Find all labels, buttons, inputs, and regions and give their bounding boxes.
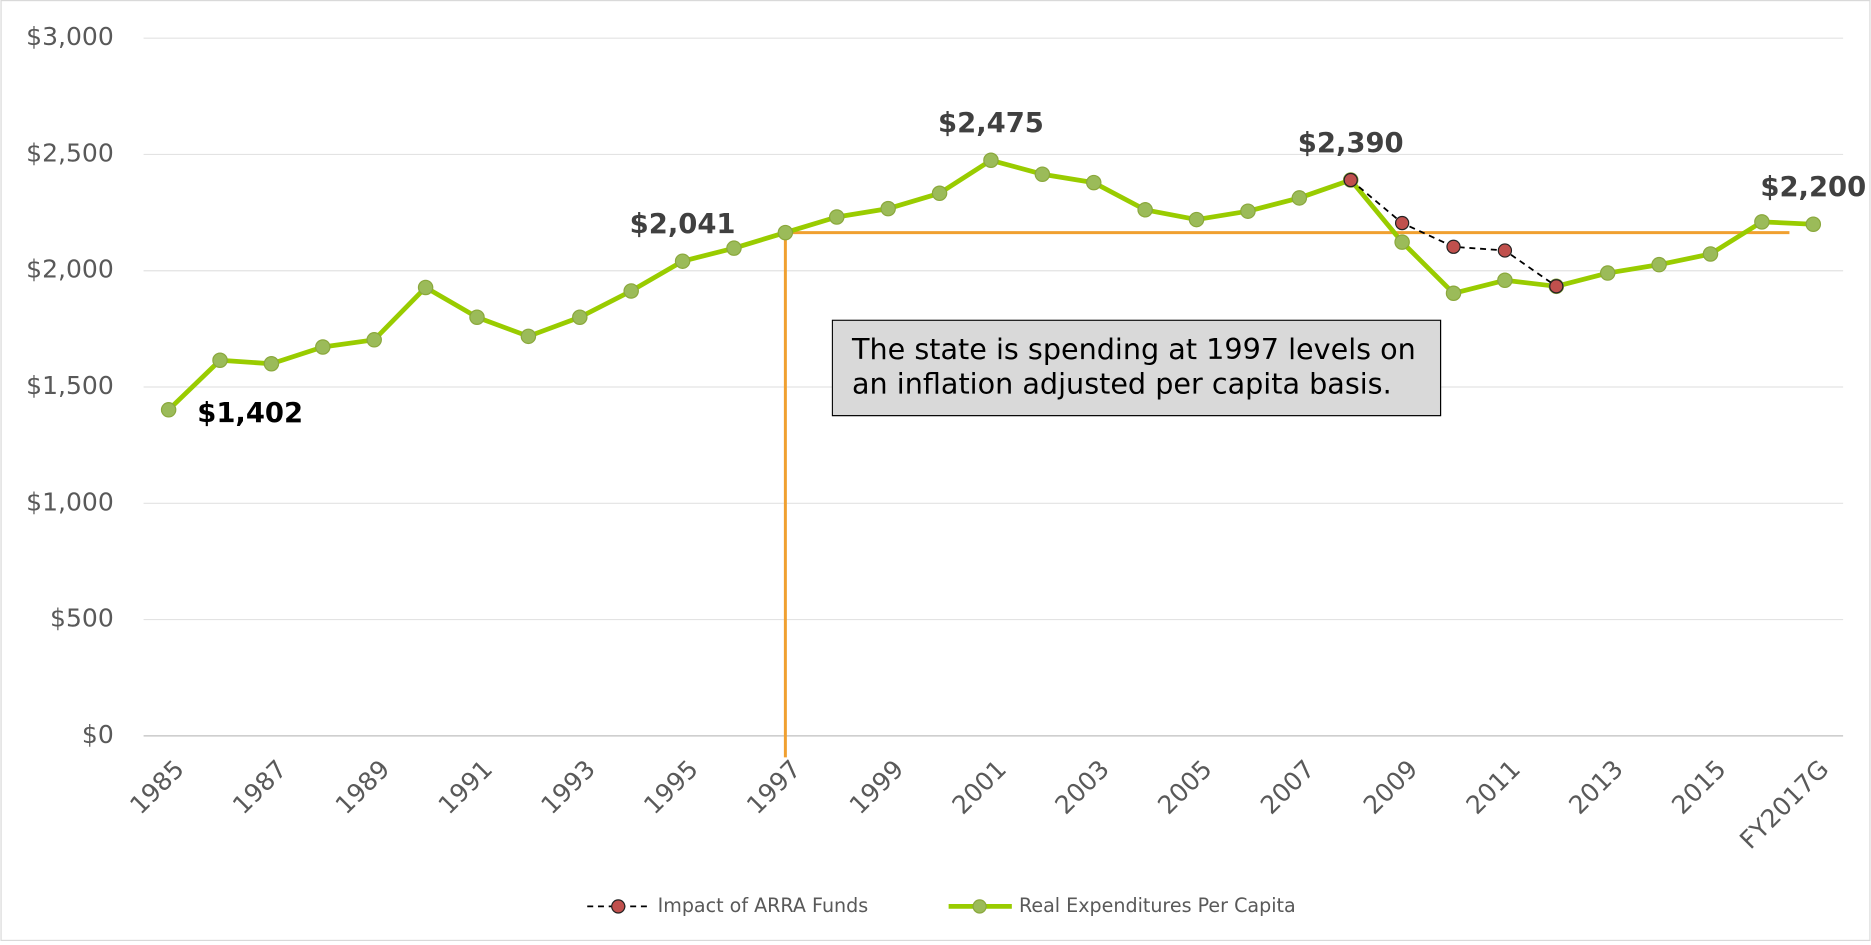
marker (829, 209, 845, 225)
annotation: The state is spending at 1997 levels on … (831, 319, 1442, 417)
y-tick-label: $1,500 (26, 371, 114, 400)
marker (469, 309, 485, 325)
marker (1343, 172, 1358, 188)
marker (674, 253, 691, 269)
marker (983, 152, 999, 169)
marker (1291, 190, 1308, 206)
data-label: $2,475 (938, 108, 1044, 139)
marker (1394, 234, 1410, 250)
marker (726, 240, 742, 256)
y-tick-label: $2,000 (26, 255, 114, 284)
marker (366, 332, 382, 348)
y-tick-label: $500 (50, 604, 114, 633)
legend-label: Impact of ARRA Funds (658, 895, 869, 917)
marker (263, 356, 280, 372)
marker (880, 200, 896, 217)
marker (1394, 215, 1410, 231)
marker (315, 339, 331, 355)
marker (1651, 256, 1667, 273)
marker (931, 185, 948, 202)
marker (417, 279, 434, 296)
marker (520, 328, 537, 345)
marker (1702, 246, 1719, 262)
marker (212, 352, 228, 369)
data-label: $2,200 (1760, 172, 1866, 203)
marker (160, 402, 177, 418)
marker (1446, 239, 1461, 254)
data-label: $1,402 (197, 398, 303, 429)
y-tick-label: $1,000 (26, 487, 114, 516)
marker (1445, 285, 1462, 302)
data-label: $2,041 (630, 209, 736, 240)
y-tick-label: $2,500 (26, 138, 114, 167)
data-label: $2,390 (1298, 128, 1404, 159)
marker (1599, 265, 1616, 281)
marker (1240, 203, 1256, 219)
marker (623, 283, 639, 299)
y-tick-label: $0 (82, 720, 114, 749)
y-tick-label: $3,000 (26, 22, 114, 51)
marker (1549, 279, 1564, 294)
marker (1034, 166, 1051, 182)
marker (572, 309, 588, 325)
marker (1137, 202, 1153, 218)
marker (1754, 214, 1770, 230)
legend-marker (611, 899, 626, 914)
legend-marker (972, 899, 987, 914)
marker (1188, 211, 1205, 228)
marker (1497, 243, 1513, 258)
marker (1497, 272, 1513, 289)
marker (1085, 174, 1102, 191)
marker (1805, 216, 1822, 232)
legend-label: Real Expenditures Per Capita (1019, 895, 1296, 917)
annotation-box: The state is spending at 1997 levels on … (831, 319, 1442, 417)
marker (777, 224, 794, 241)
